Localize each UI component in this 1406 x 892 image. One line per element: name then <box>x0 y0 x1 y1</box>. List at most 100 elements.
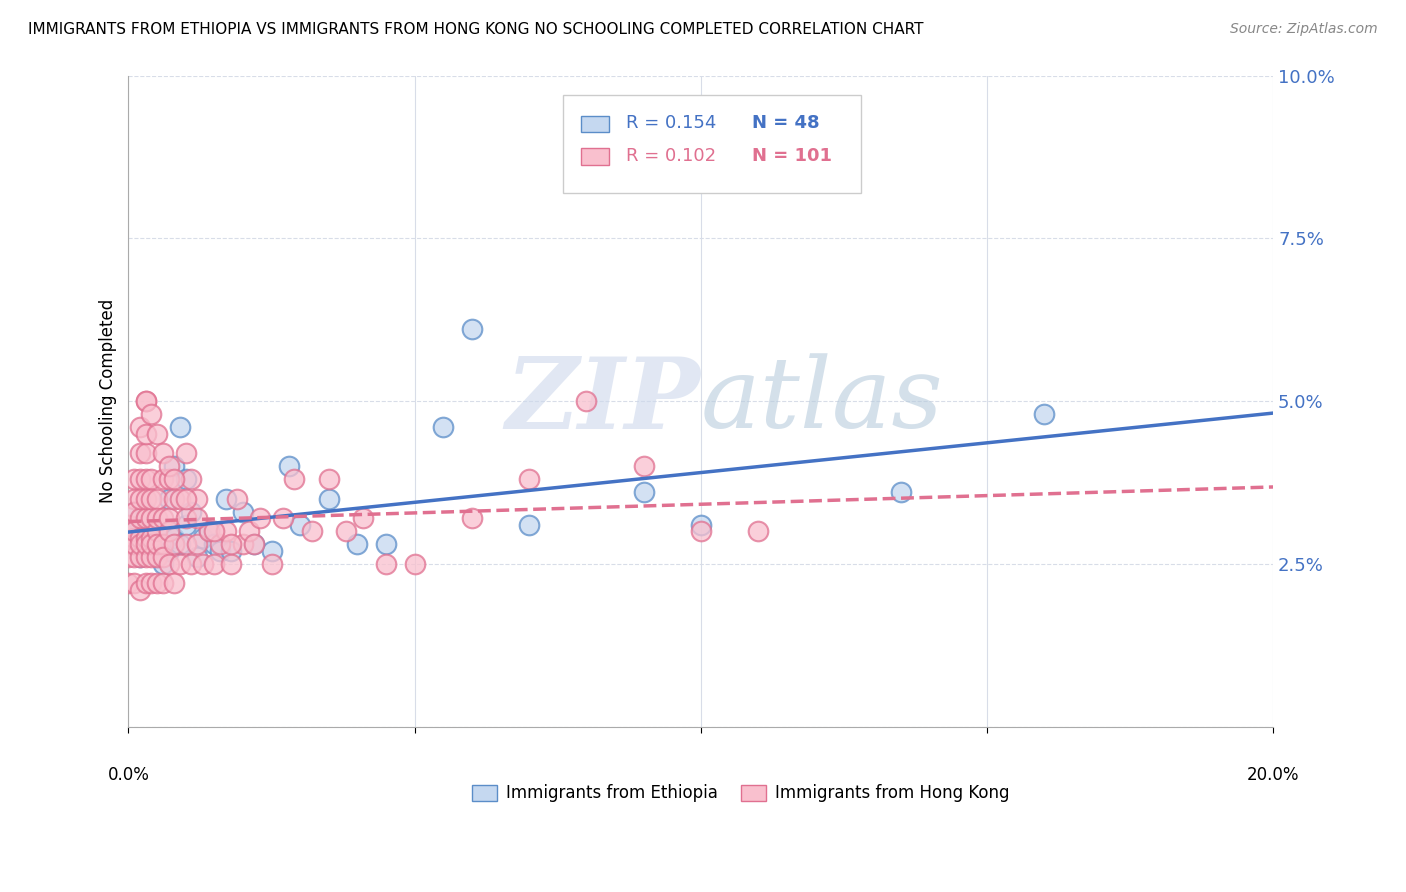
Point <box>122 472 145 486</box>
Point <box>146 426 169 441</box>
Point <box>209 537 232 551</box>
Point <box>146 524 169 539</box>
Point <box>157 472 180 486</box>
Point <box>122 505 145 519</box>
Point <box>152 576 174 591</box>
Point <box>221 543 243 558</box>
Point <box>117 576 139 591</box>
Point <box>191 531 214 545</box>
Point <box>221 537 243 551</box>
Point <box>335 524 357 539</box>
Point <box>157 557 180 571</box>
Point <box>146 537 169 551</box>
Point <box>141 472 163 486</box>
FancyBboxPatch shape <box>564 95 860 193</box>
Point <box>122 531 145 545</box>
Point <box>221 557 243 571</box>
Point <box>169 537 191 551</box>
Point <box>461 511 484 525</box>
Point <box>174 511 197 525</box>
Text: 20.0%: 20.0% <box>1247 765 1299 784</box>
Point <box>163 472 186 486</box>
Point <box>129 550 152 565</box>
Point <box>174 472 197 486</box>
Point <box>117 517 139 532</box>
Point <box>152 511 174 525</box>
Point <box>146 491 169 506</box>
Point <box>152 472 174 486</box>
Point <box>318 491 340 506</box>
Point <box>129 511 152 525</box>
Point <box>152 531 174 545</box>
Point <box>122 491 145 506</box>
Point <box>129 550 152 565</box>
Point <box>129 491 152 506</box>
Point <box>232 537 254 551</box>
Point <box>122 576 145 591</box>
FancyBboxPatch shape <box>741 785 766 801</box>
Point <box>135 537 157 551</box>
Point <box>129 531 152 545</box>
Point <box>186 491 208 506</box>
Point <box>141 407 163 421</box>
Point <box>517 517 540 532</box>
FancyBboxPatch shape <box>581 116 609 132</box>
Point <box>186 511 208 525</box>
Point <box>226 491 249 506</box>
Point <box>301 524 323 539</box>
Text: R = 0.154: R = 0.154 <box>627 114 717 132</box>
Text: ZIP: ZIP <box>506 353 700 450</box>
Point <box>129 472 152 486</box>
Point <box>197 524 219 539</box>
Point <box>174 537 197 551</box>
Point <box>146 550 169 565</box>
Point <box>141 550 163 565</box>
Point <box>191 557 214 571</box>
Point <box>122 505 145 519</box>
Point <box>129 420 152 434</box>
Point <box>129 582 152 597</box>
Point <box>169 420 191 434</box>
Point <box>122 537 145 551</box>
Text: Source: ZipAtlas.com: Source: ZipAtlas.com <box>1230 22 1378 37</box>
Point <box>157 543 180 558</box>
Point <box>238 524 260 539</box>
Point <box>152 446 174 460</box>
Point <box>689 517 711 532</box>
Point <box>141 511 163 525</box>
Point <box>232 505 254 519</box>
Point <box>202 537 225 551</box>
Point <box>163 491 186 506</box>
Point <box>1033 407 1056 421</box>
Point <box>135 543 157 558</box>
Point <box>141 491 163 506</box>
Point <box>432 420 454 434</box>
Point <box>215 491 238 506</box>
Point <box>157 524 180 539</box>
Point <box>209 543 232 558</box>
Point <box>689 524 711 539</box>
Point <box>146 576 169 591</box>
Point <box>135 394 157 409</box>
Point <box>141 531 163 545</box>
Point <box>135 446 157 460</box>
Point <box>146 524 169 539</box>
Point <box>180 472 202 486</box>
Point <box>135 524 157 539</box>
Point <box>318 472 340 486</box>
Point <box>135 491 157 506</box>
Point <box>122 524 145 539</box>
Point <box>129 537 152 551</box>
Point <box>157 491 180 506</box>
Point <box>152 557 174 571</box>
Point <box>163 537 186 551</box>
Point <box>135 531 157 545</box>
Text: 0.0%: 0.0% <box>107 765 149 784</box>
Point <box>260 543 283 558</box>
Point <box>146 550 169 565</box>
Point <box>117 537 139 551</box>
Point <box>375 537 398 551</box>
Point <box>461 322 484 336</box>
Point <box>169 491 191 506</box>
Point <box>202 557 225 571</box>
